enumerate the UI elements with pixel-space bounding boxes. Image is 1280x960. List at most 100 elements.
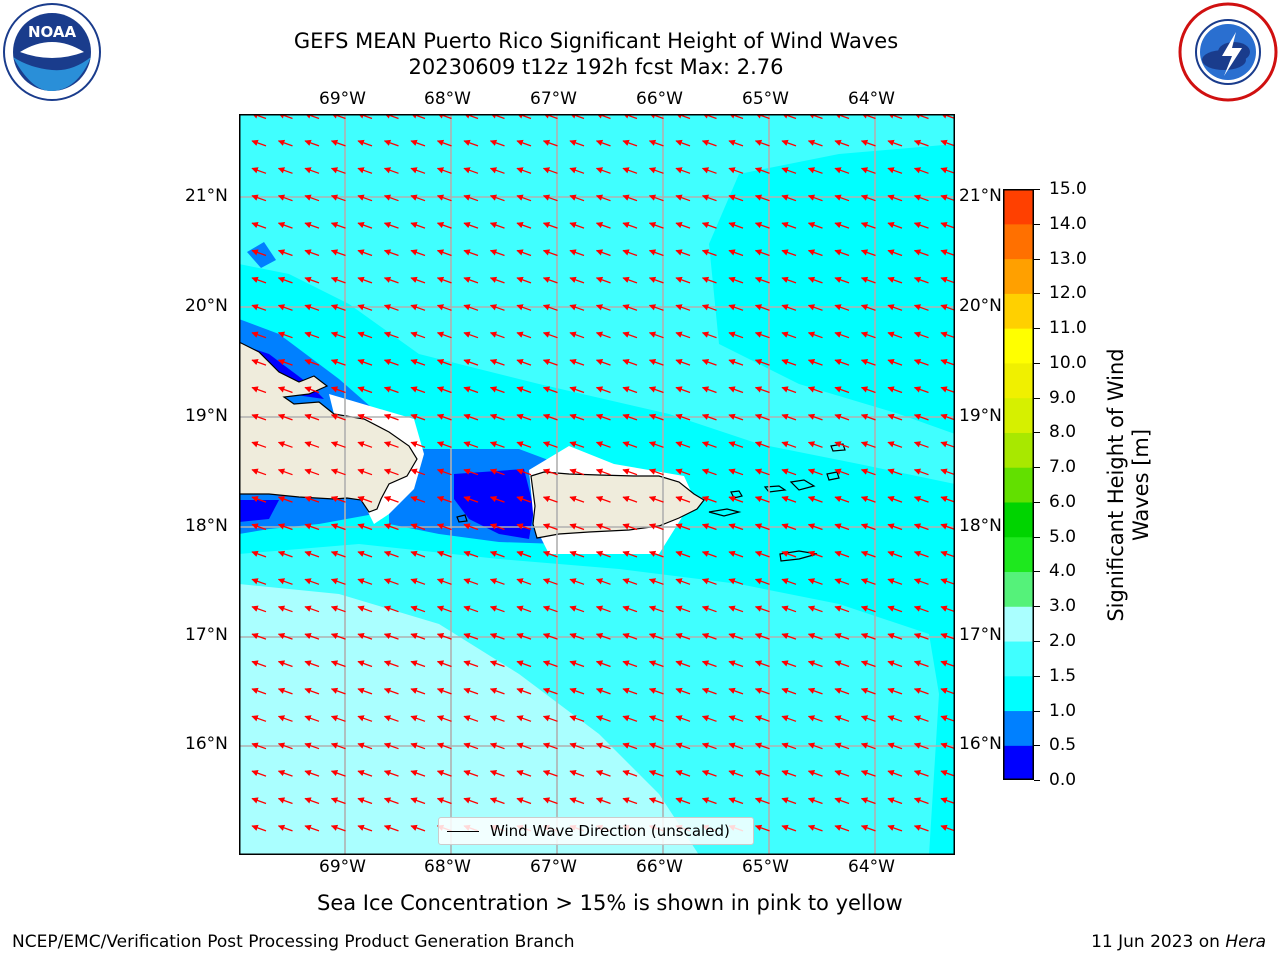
wind-wave-arrow [304,605,320,613]
wind-wave-arrow [251,139,267,147]
wind-wave-arrow [489,386,505,394]
wind-wave-arrow [940,167,955,174]
island-tortola [789,479,816,491]
lat-label-left-20n: 20°N [185,296,228,316]
wind-wave-arrow [383,222,399,229]
svg-text:NOAA: NOAA [28,23,77,41]
wind-wave-arrow [489,304,505,311]
wind-wave-arrow [887,468,903,476]
wind-wave-arrow [860,304,876,311]
wind-wave-arrow [436,578,452,585]
wind-wave-arrow [913,797,929,805]
wind-wave-arrow [516,468,532,476]
wind-wave-arrow [410,824,426,832]
wind-wave-arrow [330,413,346,421]
wind-wave-arrow [516,359,532,366]
wind-wave-arrow [516,249,532,257]
wind-wave-arrow [781,167,797,174]
wind-wave-arrow [251,824,267,832]
wind-wave-arrow [728,523,744,531]
colorbar-tick-mark [1034,710,1040,712]
wind-wave-arrow [728,687,744,695]
wind-wave-arrow [277,468,293,476]
colorbar-tick-label: 4.0 [1049,561,1077,582]
wind-wave-arrow [913,304,929,311]
wind-wave-arrow [595,139,611,147]
wind-wave-arrow [410,715,426,722]
wind-wave-arrow [781,496,797,503]
wind-wave-arrow [277,194,293,202]
wind-wave-arrow [277,715,293,722]
lat-label-right-21n: 21°N [959,186,1002,206]
wind-wave-arrow [595,194,611,202]
wind-wave-arrow [807,605,823,613]
wind-wave-arrow [330,797,346,805]
lat-label-right-16n: 16°N [959,734,1002,754]
colorbar-tick-label: 7.0 [1049,457,1077,478]
wind-wave-arrow [383,359,399,366]
wind-wave-arrow [410,331,426,339]
wind-wave-arrow [304,715,320,722]
wind-wave-arrow [569,742,585,750]
wind-wave-arrow [595,770,611,777]
wind-wave-arrow [807,550,823,558]
wind-wave-arrow [913,441,929,448]
wind-wave-arrow [913,194,929,202]
wind-wave-arrow [913,139,929,147]
colorbar-band [1003,223,1034,260]
wind-wave-arrow [648,331,664,339]
wind-wave-arrow [728,413,744,421]
wind-wave-arrow [834,413,850,421]
wind-wave-arrow [542,386,558,394]
wind-wave-arrow [781,605,797,613]
wind-wave-arrow [622,660,638,668]
wind-wave-arrow [648,523,664,531]
wind-wave-arrow [383,496,399,503]
wind-wave-arrow [754,523,770,531]
wind-wave-arrow [834,331,850,339]
wind-wave-arrow [516,441,532,448]
wind-wave-arrow [569,797,585,805]
wind-wave-arrow [383,633,399,640]
wind-wave-arrow [834,715,850,722]
wind-wave-arrow [463,715,479,722]
colorbar-band [1003,467,1034,503]
colorbar-tick-label: 2.0 [1049,630,1077,651]
wind-wave-arrow [622,304,638,311]
wind-wave-arrow [807,249,823,257]
run-date: 11 Jun 2023 on Hera [1091,932,1266,952]
wind-wave-arrow [251,496,267,503]
wind-wave-arrow [489,797,505,805]
wind-wave-arrow [569,605,585,613]
wind-wave-arrow [728,331,744,339]
colorbar-tick-mark [1034,745,1040,747]
wind-wave-arrow [330,167,346,174]
wind-wave-arrow [887,633,903,640]
legend-line-sample [447,831,479,832]
wind-wave-arrow [913,413,929,421]
wind-wave-arrow [542,605,558,613]
wind-wave-arrow [304,276,320,284]
wind-wave-arrow [357,633,373,640]
wind-wave-arrow [304,441,320,448]
colorbar [1003,189,1034,780]
wind-wave-arrow [648,687,664,695]
wind-wave-arrow [304,660,320,668]
wind-wave-arrow [807,824,823,832]
wind-wave-arrow [436,304,452,311]
wind-wave-arrow [489,578,505,585]
wind-wave-arrow [251,633,267,640]
wind-wave-arrow [701,633,717,640]
wind-wave-arrow [463,413,479,421]
wind-wave-arrow [595,468,611,476]
wind-wave-direction-arrows [251,114,955,832]
wind-wave-arrow [516,386,532,394]
wind-wave-arrow [781,660,797,668]
wind-wave-arrow [436,359,452,366]
wind-wave-arrow [887,304,903,311]
wind-wave-arrow [277,139,293,147]
wind-wave-arrow [516,139,532,147]
wind-wave-arrow [754,249,770,257]
colorbar-tick-label: 12.0 [1049,283,1087,304]
wind-wave-arrow [781,413,797,421]
